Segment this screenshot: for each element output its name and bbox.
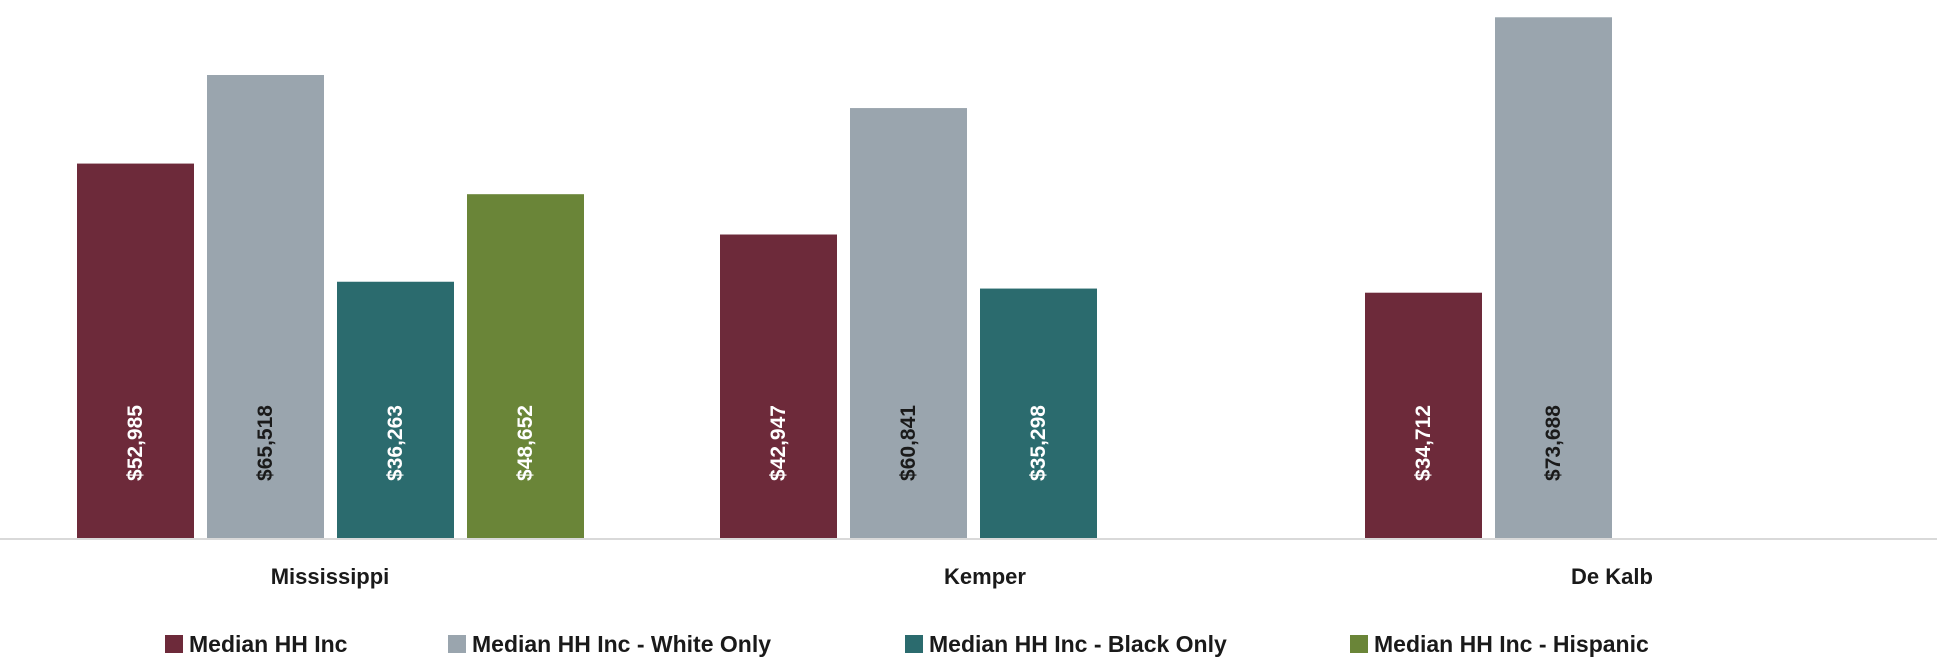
data-label: $65,518	[254, 405, 277, 481]
legend-swatch	[1350, 635, 1368, 653]
category-label: De Kalb	[1571, 564, 1653, 589]
bar-kemper-s2	[980, 288, 1097, 538]
data-label: $42,947	[767, 405, 790, 481]
bars-group: $52,985 $65,518 $36,263 $48,652 $42,947 $60,8…	[77, 17, 1612, 538]
legend-label: Median HH Inc	[189, 631, 348, 657]
data-label: $34,712	[1412, 405, 1435, 481]
category-label: Mississippi	[271, 564, 390, 589]
category-labels: Mississippi Kemper De Kalb	[271, 564, 1653, 589]
legend-swatch	[448, 635, 466, 653]
legend: Median HH Inc Median HH Inc - White Only M…	[165, 631, 1649, 657]
legend-label: Median HH Inc - White Only	[472, 631, 771, 657]
bar-kemper-s1	[850, 108, 967, 538]
data-label: $73,688	[1542, 405, 1565, 481]
legend-swatch	[165, 635, 183, 653]
bar-mississippi-s1	[207, 75, 324, 538]
bar-de-kalb-s1	[1495, 17, 1612, 538]
bar-mississippi-s0	[77, 163, 194, 538]
data-label: $35,298	[1027, 405, 1050, 481]
category-label: Kemper	[944, 564, 1026, 589]
legend-swatch	[905, 635, 923, 653]
legend-label: Median HH Inc - Black Only	[929, 631, 1227, 657]
data-label: $36,263	[384, 405, 407, 481]
bar-mississippi-s2	[337, 281, 454, 538]
data-label: $52,985	[124, 405, 147, 481]
data-label: $60,841	[897, 405, 920, 481]
bar-de-kalb-s0	[1365, 292, 1482, 538]
bar-kemper-s0	[720, 234, 837, 538]
bar-mississippi-s3	[467, 194, 584, 538]
data-label: $48,652	[514, 405, 537, 481]
legend-label: Median HH Inc - Hispanic	[1374, 631, 1649, 657]
